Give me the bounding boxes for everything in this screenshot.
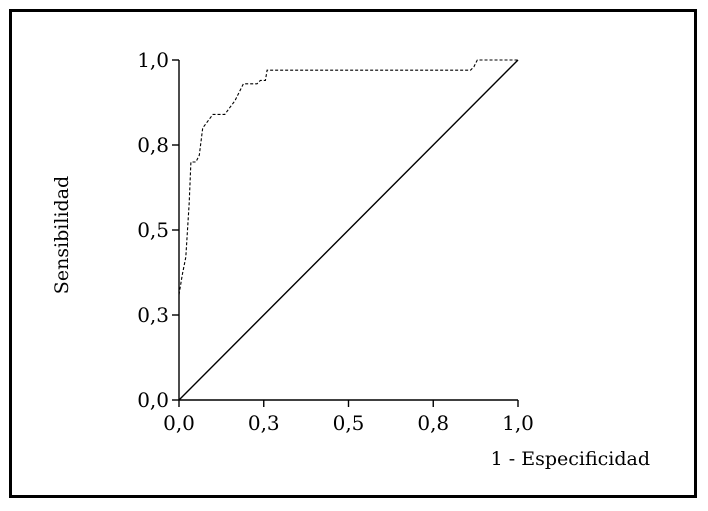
y-tick-label: 0,3 [137,303,169,327]
reference-diagonal-line [178,59,519,401]
x-tick-label: 0,0 [163,411,195,435]
x-tick-label: 0,3 [248,411,280,435]
x-tick-label: 0,8 [417,411,449,435]
y-tick-label: 0,5 [137,218,169,242]
x-tick-label: 0,5 [333,411,365,435]
x-tick-label: 1,0 [502,411,534,435]
ticks: 0,0 0,3 0,5 0,8 1,0 0,0 0,3 0,5 0,8 1,0 [137,48,534,435]
chart-frame [9,9,697,498]
x-axis-label: 1 - Especificidad [491,448,650,470]
series-layer [178,59,519,401]
y-axis-label: Sensibilidad [51,176,73,294]
y-tick-label: 1,0 [137,48,169,72]
y-tick-label: 0,8 [137,133,169,157]
roc-curve-line [178,59,518,295]
y-tick-label: 0,0 [137,388,169,412]
